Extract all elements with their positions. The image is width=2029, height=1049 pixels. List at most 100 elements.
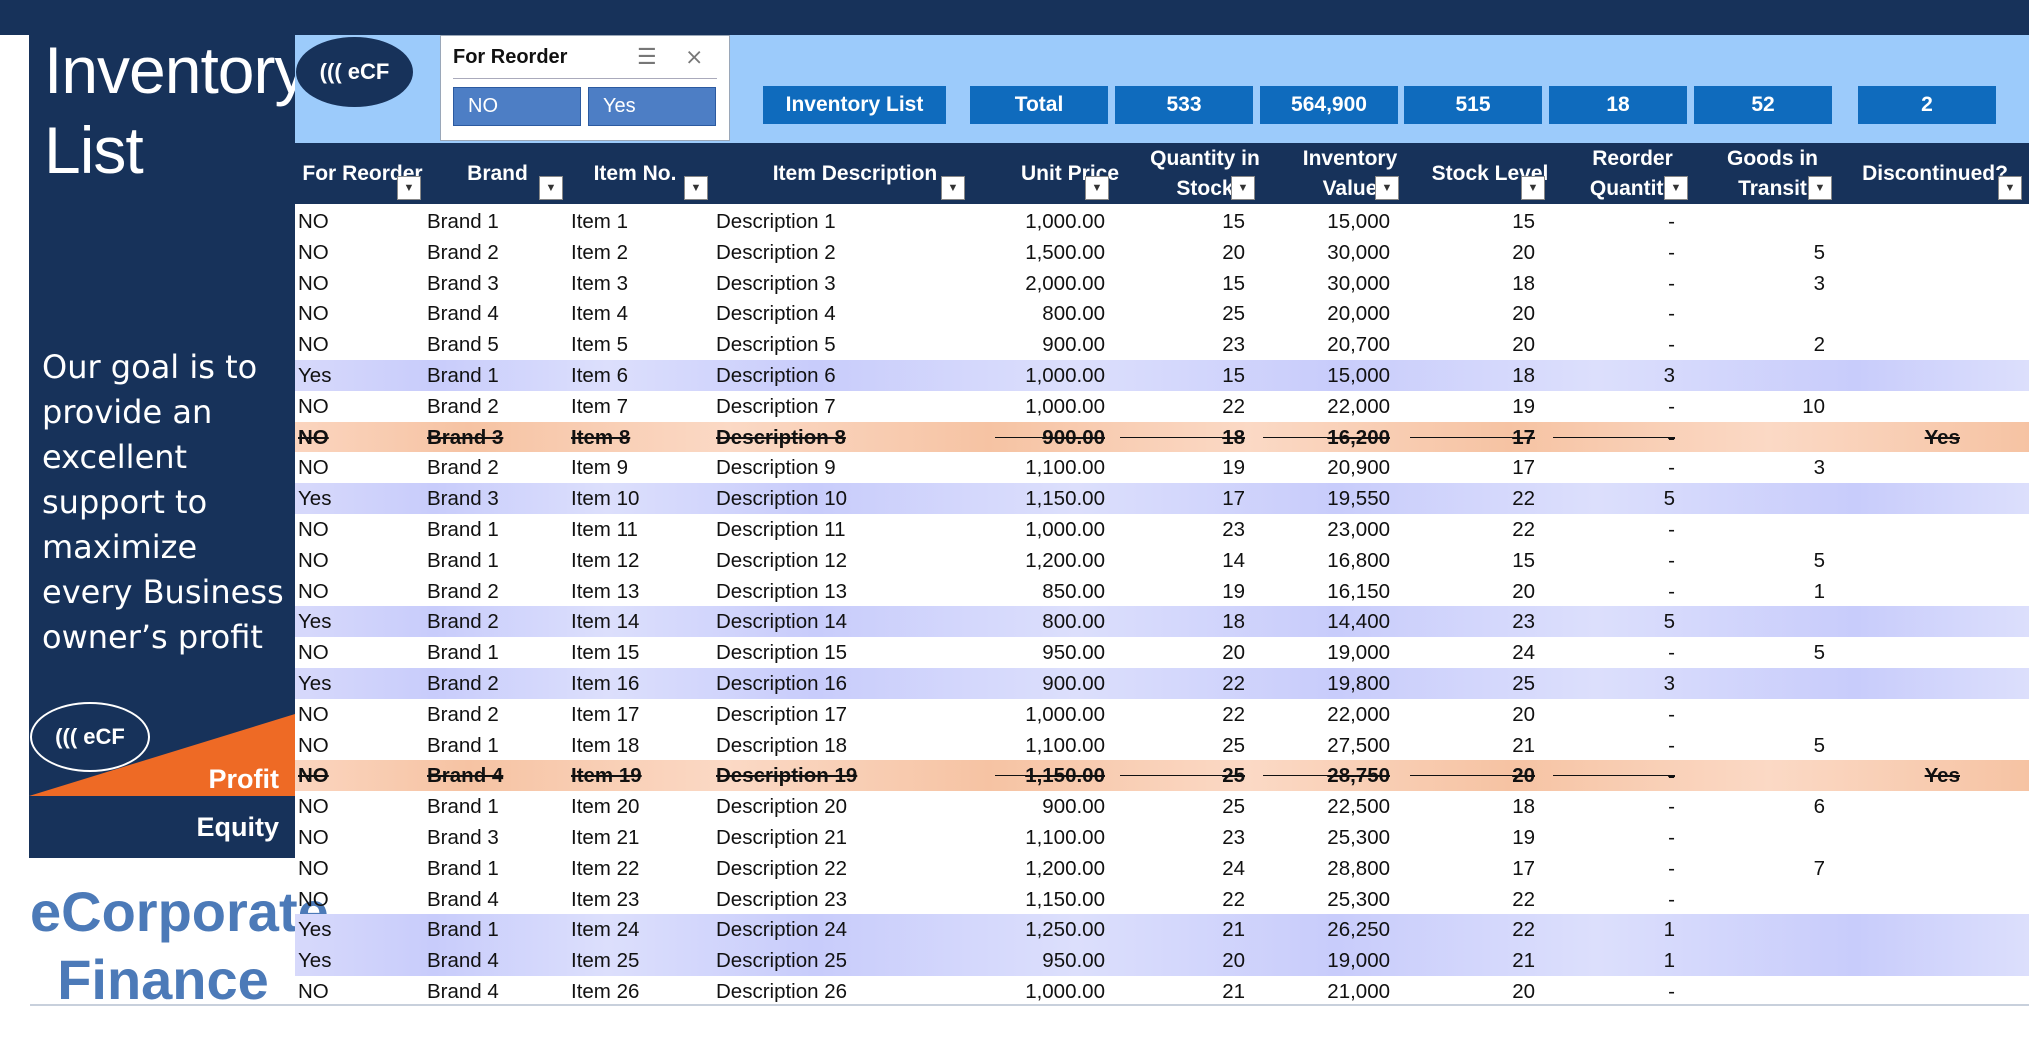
cell-stock-level[interactable]: 22	[1512, 887, 1535, 911]
cell-description[interactable]: Description 3	[716, 271, 836, 295]
cell-goods-in-transit[interactable]: 6	[1813, 795, 1825, 819]
table-row[interactable]: NO Brand 4 Item 23 Description 23 1,150.00 22…	[295, 884, 2029, 915]
cell-qty-in-stock[interactable]: 20	[1222, 641, 1245, 665]
table-row[interactable]: Yes Brand 1 Item 24 Description 24 1,250.00 2…	[295, 914, 2029, 946]
table-row[interactable]: Yes Brand 3 Item 10 Description 10 1,150.00 1…	[295, 483, 2029, 514]
col-header-goods-in-transit[interactable]: Goods in Transit	[1727, 146, 1818, 200]
cell-description[interactable]: Description 26	[716, 979, 848, 1003]
cell-inventory-value[interactable]: 20,000	[1327, 302, 1390, 326]
cell-brand[interactable]: Brand 2	[427, 671, 499, 695]
cell-reorder-qty[interactable]: -	[1668, 579, 1675, 603]
cell-description[interactable]: Description 12	[716, 548, 848, 572]
cell-stock-level[interactable]: 23	[1512, 610, 1535, 634]
cell-stock-level[interactable]: 24	[1512, 641, 1535, 665]
cell-unit-price[interactable]: 950.00	[1042, 641, 1105, 665]
cell-discontinued[interactable]: Yes	[1924, 425, 1960, 449]
cell-qty-in-stock[interactable]: 23	[1222, 825, 1245, 849]
cell-for-reorder[interactable]: NO	[298, 825, 329, 849]
cell-brand[interactable]: Brand 1	[427, 918, 499, 942]
cell-for-reorder[interactable]: NO	[298, 641, 329, 665]
cell-unit-price[interactable]: 1,150.00	[1025, 764, 1105, 788]
cell-qty-in-stock[interactable]: 19	[1222, 579, 1245, 603]
cell-for-reorder[interactable]: NO	[298, 548, 329, 572]
cell-qty-in-stock[interactable]: 20	[1222, 949, 1245, 973]
cell-for-reorder[interactable]: NO	[298, 333, 329, 357]
cell-inventory-value[interactable]: 30,000	[1327, 271, 1390, 295]
cell-unit-price[interactable]: 1,150.00	[1025, 487, 1105, 511]
cell-inventory-value[interactable]: 19,800	[1327, 671, 1390, 695]
cell-qty-in-stock[interactable]: 23	[1222, 333, 1245, 357]
cell-description[interactable]: Description 15	[716, 641, 848, 665]
cell-item-no[interactable]: Item 2	[571, 240, 628, 264]
cell-for-reorder[interactable]: Yes	[298, 949, 332, 973]
cell-item-no[interactable]: Item 23	[571, 887, 640, 911]
cell-unit-price[interactable]: 1,500.00	[1025, 240, 1105, 264]
cell-qty-in-stock[interactable]: 22	[1222, 394, 1245, 418]
cell-brand[interactable]: Brand 3	[427, 825, 499, 849]
cell-brand[interactable]: Brand 4	[427, 302, 499, 326]
cell-stock-level[interactable]: 22	[1512, 487, 1535, 511]
filter-dropdown-icon[interactable]: ▼	[1808, 176, 1832, 200]
cell-item-no[interactable]: Item 10	[571, 487, 640, 511]
cell-for-reorder[interactable]: NO	[298, 979, 329, 1003]
cell-unit-price[interactable]: 900.00	[1042, 333, 1105, 357]
cell-item-no[interactable]: Item 15	[571, 641, 640, 665]
cell-reorder-qty[interactable]: -	[1668, 210, 1675, 233]
cell-reorder-qty[interactable]: -	[1668, 825, 1675, 849]
cell-unit-price[interactable]: 1,000.00	[1025, 702, 1105, 726]
table-row[interactable]: NO Brand 1 Item 22 Description 22 1,200.00 24…	[295, 853, 2029, 884]
table-row[interactable]: NO Brand 4 Item 4 Description 4 800.00 25 20,0…	[295, 298, 2029, 329]
filter-dropdown-icon[interactable]: ▼	[1664, 176, 1688, 200]
cell-inventory-value[interactable]: 22,000	[1327, 394, 1390, 418]
cell-goods-in-transit[interactable]: 3	[1813, 456, 1825, 480]
table-row[interactable]: NO Brand 1 Item 12 Description 12 1,200.00 14…	[295, 545, 2029, 576]
cell-inventory-value[interactable]: 28,750	[1327, 764, 1390, 788]
cell-for-reorder[interactable]: Yes	[298, 610, 332, 634]
cell-reorder-qty[interactable]: -	[1668, 887, 1675, 911]
cell-for-reorder[interactable]: NO	[298, 394, 329, 418]
cell-stock-level[interactable]: 18	[1512, 363, 1535, 387]
cell-item-no[interactable]: Item 7	[571, 394, 628, 418]
cell-description[interactable]: Description 10	[716, 487, 848, 511]
cell-unit-price[interactable]: 800.00	[1042, 302, 1105, 326]
cell-inventory-value[interactable]: 19,000	[1327, 641, 1390, 665]
cell-inventory-value[interactable]: 20,900	[1327, 456, 1390, 480]
cell-reorder-qty[interactable]: -	[1585, 764, 1675, 788]
cell-description[interactable]: Description 7	[716, 394, 836, 418]
cell-description[interactable]: Description 22	[716, 856, 848, 880]
cell-goods-in-transit[interactable]: 5	[1813, 641, 1825, 665]
cell-stock-level[interactable]: 20	[1512, 302, 1535, 326]
col-header-for-reorder[interactable]: For Reorder	[302, 161, 423, 185]
cell-item-no[interactable]: Item 12	[571, 548, 640, 572]
table-row[interactable]: Yes Brand 1 Item 6 Description 6 1,000.00 15 1…	[295, 359, 2029, 391]
cell-reorder-qty[interactable]: -	[1668, 795, 1675, 819]
table-row[interactable]: NO Brand 1 Item 15 Description 15 950.00 20 19…	[295, 637, 2029, 668]
cell-item-no[interactable]: Item 5	[571, 333, 628, 357]
col-header-reorder-quantity[interactable]: Reorder Quantity	[1589, 146, 1676, 200]
cell-for-reorder[interactable]: NO	[298, 764, 329, 788]
cell-for-reorder[interactable]: NO	[298, 795, 329, 819]
table-row[interactable]: NO Brand 3 Item 21 Description 21 1,100.00 23…	[295, 822, 2029, 853]
col-header-stock-level[interactable]: Stock Level	[1431, 161, 1549, 185]
table-row[interactable]: NO Brand 1 Item 20 Description 20 900.00 25 22…	[295, 791, 2029, 822]
cell-brand[interactable]: Brand 1	[427, 795, 499, 819]
cell-item-no[interactable]: Item 20	[571, 795, 640, 819]
cell-brand[interactable]: Brand 4	[427, 887, 499, 911]
cell-description[interactable]: Description 18	[716, 733, 848, 757]
cell-brand[interactable]: Brand 1	[427, 856, 499, 880]
slicer-option-no[interactable]: NO	[453, 87, 581, 126]
col-header-item-no[interactable]: Item No.	[593, 161, 677, 185]
cell-goods-in-transit[interactable]: 10	[1802, 394, 1825, 418]
cell-item-no[interactable]: Item 9	[571, 456, 628, 480]
cell-for-reorder[interactable]: NO	[298, 887, 329, 911]
cell-qty-in-stock[interactable]: 15	[1222, 271, 1245, 295]
cell-inventory-value[interactable]: 25,300	[1327, 825, 1390, 849]
cell-qty-in-stock[interactable]: 22	[1222, 887, 1245, 911]
cell-reorder-qty[interactable]: -	[1668, 271, 1675, 295]
cell-reorder-qty[interactable]: -	[1585, 426, 1675, 450]
cell-brand[interactable]: Brand 1	[427, 517, 499, 541]
cell-item-no[interactable]: Item 16	[571, 671, 640, 695]
cell-for-reorder[interactable]: NO	[298, 733, 329, 757]
cell-item-no[interactable]: Item 11	[571, 517, 638, 541]
cell-item-no[interactable]: Item 18	[571, 733, 640, 757]
